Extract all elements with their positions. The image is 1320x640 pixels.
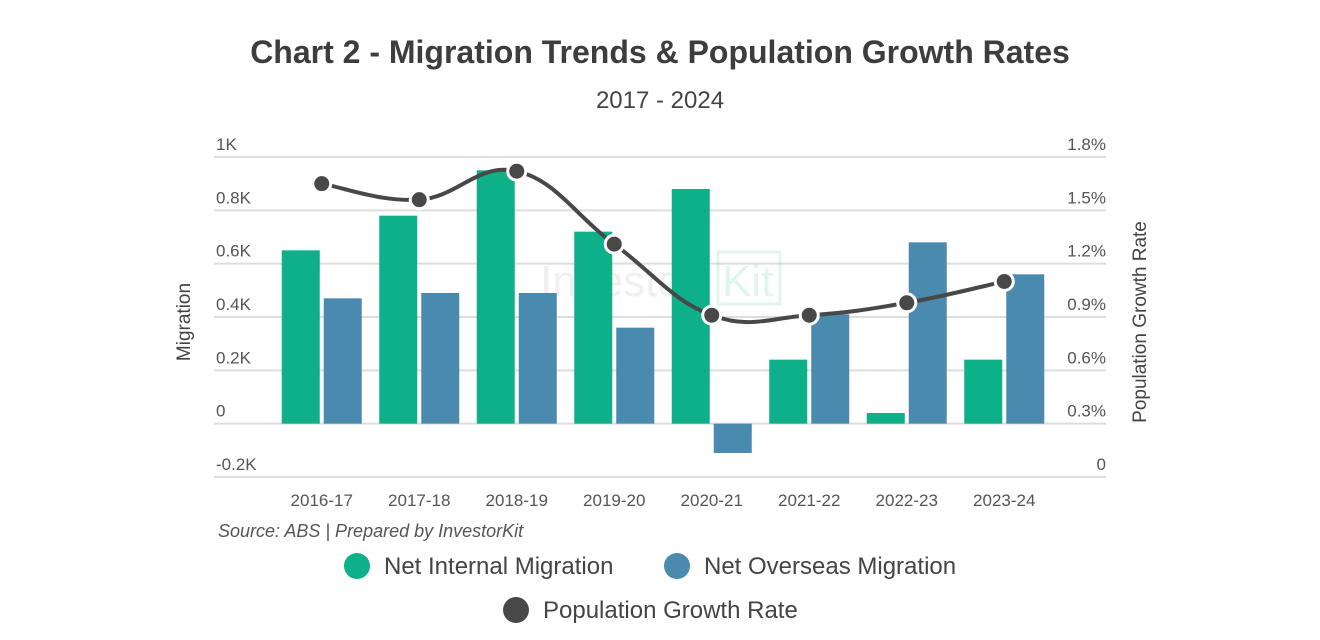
y-tick-label: 0.6K [216,242,252,261]
y-tick-label: 0.2K [216,348,252,367]
x-tick-label: 2020-21 [681,491,743,510]
bar-net-internal [476,170,515,424]
population-growth-point [603,233,625,255]
population-growth-point [311,173,333,195]
bar-net-internal [964,359,1003,424]
y-axis-right-label: Population Growth Rate [1130,221,1151,423]
x-tick-label: 2017-18 [388,491,450,510]
x-tick-label: 2022-23 [876,491,938,510]
legend-marker-internal [344,553,370,579]
bar-net-overseas [908,242,947,424]
bar-net-internal [866,413,905,424]
bar-net-internal [769,359,808,424]
y-tick-label: 1K [216,135,237,154]
x-tick-label: 2019-20 [583,491,645,510]
y-right-tick-label: 1.2% [1067,242,1106,261]
legend-label-overseas: Net Overseas Migration [704,553,956,580]
bar-net-overseas [421,293,460,424]
y-right-tick-label: 0.9% [1067,295,1106,314]
watermark: Investor Kit [540,250,782,306]
bar-net-overseas [616,327,655,424]
bar-net-internal [574,231,613,424]
x-tick-label: 2016-17 [291,491,353,510]
population-growth-point [993,270,1015,292]
svg-text:Kit: Kit [722,257,773,306]
chart-title: Chart 2 - Migration Trends & Population … [250,34,1070,70]
legend-label-growth: Population Growth Rate [543,597,798,624]
population-growth-point [798,304,820,326]
y-right-tick-label: 0.3% [1067,402,1106,421]
population-growth-point [701,304,723,326]
bar-net-overseas [1006,274,1045,424]
legend-item-internal[interactable]: Net Internal Migration [344,553,613,580]
x-tick-label: 2023-24 [973,491,1035,510]
svg-text:Investor: Investor [540,257,697,306]
bar-net-overseas [713,423,752,453]
legend: Net Internal Migration Net Overseas Migr… [344,553,956,624]
population-growth-point [506,160,528,182]
bar-net-overseas [811,314,850,424]
legend-label-internal: Net Internal Migration [384,553,613,580]
y-tick-label: 0.4K [216,295,252,314]
bar-net-internal [379,215,418,424]
bar-net-overseas [518,293,557,424]
y-tick-label: -0.2K [216,455,257,474]
y-right-tick-label: 0 [1097,455,1106,474]
legend-marker-overseas [664,553,690,579]
population-growth-point [408,189,430,211]
bar-net-internal [281,250,320,424]
y-tick-label: 0.8K [216,188,252,207]
y-axis-label: Migration [174,283,195,361]
source-note: Source: ABS | Prepared by InvestorKit [218,521,524,541]
population-growth-line [321,167,1005,325]
x-tick-label: 2018-19 [486,491,548,510]
legend-item-overseas[interactable]: Net Overseas Migration [664,553,956,580]
y-right-tick-label: 1.5% [1067,188,1106,207]
bar-net-overseas [323,298,362,424]
legend-item-growth[interactable]: Population Growth Rate [503,597,798,624]
y-right-tick-label: 0.6% [1067,348,1106,367]
legend-marker-growth [503,597,529,623]
chart-subtitle: 2017 - 2024 [596,87,724,114]
population-growth-point [896,292,918,314]
y-tick-label: 0 [216,402,225,421]
y-right-tick-label: 1.8% [1067,135,1106,154]
x-tick-label: 2021-22 [778,491,840,510]
